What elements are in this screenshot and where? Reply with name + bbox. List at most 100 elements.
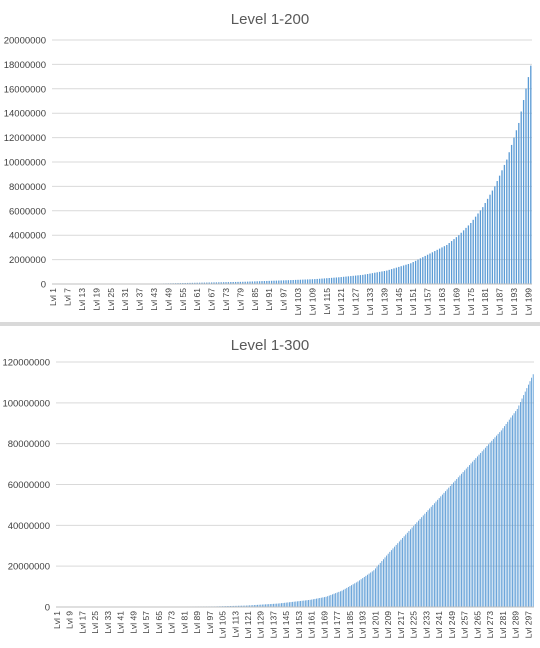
bar [363, 576, 365, 607]
bar [520, 111, 522, 285]
bar [273, 603, 274, 607]
chart-level-1-300: Level 1-300 0 20000000 40000000 60000000 8000… [2, 337, 534, 639]
bar [497, 433, 499, 607]
bar [465, 227, 467, 284]
x-tick-label: Lvl 199 [523, 288, 533, 316]
bar [189, 282, 191, 284]
x-tick-label: Lvl 113 [230, 611, 240, 638]
x-tick-label: Lvl 241 [434, 611, 444, 639]
bar [354, 275, 357, 284]
bar [266, 280, 268, 284]
y-tick-label: 14000000 [4, 109, 46, 120]
x-tick-label: Lvl 163 [437, 288, 447, 316]
bar [309, 599, 311, 607]
bar [359, 580, 360, 607]
x-tick-label: Lvl 157 [423, 288, 433, 316]
bar [512, 415, 513, 607]
bar [276, 603, 278, 607]
y-tick-label: 100000000 [2, 398, 50, 409]
bar [249, 605, 251, 607]
chart-level-1-200: Level 1-200 0 2000000 4000000 6000000 8000000… [4, 11, 534, 316]
bar [265, 604, 266, 607]
bar [297, 279, 299, 284]
bar [258, 281, 261, 284]
bar [274, 603, 276, 607]
bar [296, 601, 298, 607]
x-tick-label: Lvl 209 [383, 611, 393, 639]
bar [462, 472, 464, 607]
bar [338, 591, 340, 607]
x-tick-label: Lvl 129 [256, 611, 266, 639]
x-tick-label: Lvl 33 [103, 611, 113, 634]
bar [250, 605, 252, 607]
bar [239, 605, 241, 607]
bar [411, 527, 413, 607]
bar [407, 263, 410, 284]
bar [510, 417, 512, 607]
bar [472, 219, 474, 284]
bar [362, 578, 364, 607]
bar [475, 458, 477, 607]
bar [436, 249, 438, 284]
bar [454, 480, 456, 607]
bar [387, 553, 389, 607]
bar [241, 605, 243, 607]
bar [365, 575, 367, 607]
bar [478, 454, 480, 607]
bar [429, 253, 431, 284]
y-tick-label: 60000000 [8, 480, 50, 491]
bar [527, 77, 530, 284]
bar [503, 164, 506, 284]
bar [344, 588, 346, 607]
bar [295, 601, 297, 607]
bar [352, 275, 354, 284]
bar [472, 461, 474, 607]
x-tick-label: Lvl 297 [523, 611, 533, 639]
bar [456, 478, 458, 607]
x-tick-label: Lvl 9 [65, 611, 75, 629]
bar [515, 411, 517, 607]
bar [459, 475, 461, 607]
bar [432, 505, 434, 607]
x-tick-label: Lvl 289 [511, 611, 521, 639]
bar [260, 604, 262, 607]
bar [355, 582, 357, 607]
bar [244, 281, 246, 284]
bar [527, 384, 529, 607]
bar [526, 388, 528, 607]
bar [227, 282, 230, 284]
bar [382, 559, 384, 607]
bar [266, 604, 268, 607]
bar [371, 571, 373, 607]
bar [501, 170, 503, 284]
x-tick-label: Lvl 249 [447, 611, 457, 639]
bar [349, 586, 351, 607]
bar [427, 510, 429, 607]
bar [424, 255, 426, 284]
x-tick-label: Lvl 81 [179, 611, 189, 634]
bar [507, 421, 509, 607]
bar [287, 280, 290, 284]
bar [308, 600, 309, 607]
bar [242, 605, 244, 607]
bar [300, 600, 302, 607]
y-tick-label: 120000000 [2, 358, 50, 369]
bar [293, 601, 295, 607]
bar [328, 278, 330, 284]
bar [379, 562, 381, 607]
bar [461, 473, 462, 607]
bar [236, 605, 238, 607]
bar [322, 597, 324, 607]
x-tick-label: Lvl 1 [48, 288, 58, 306]
bar [435, 501, 437, 607]
bar [319, 598, 321, 607]
bar [237, 281, 239, 284]
x-tick-label: Lvl 121 [243, 611, 253, 639]
bar [474, 216, 477, 284]
bar [448, 243, 450, 284]
bar [460, 232, 462, 284]
bar [306, 600, 308, 607]
x-tick-label: Lvl 103 [293, 288, 303, 316]
chart-panel-level-1-200: Level 1-200 0 2000000 4000000 6000000 8000000… [0, 0, 540, 322]
bar [304, 279, 306, 284]
